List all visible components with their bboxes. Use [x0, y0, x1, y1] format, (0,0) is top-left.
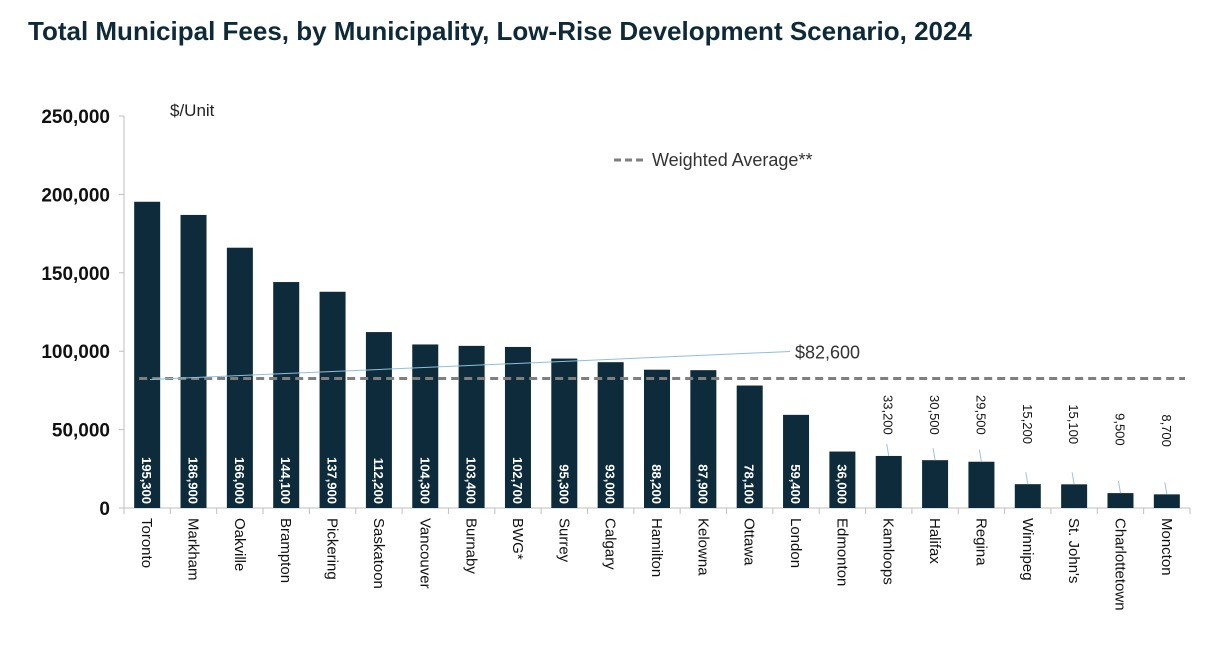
data-label-leader — [978, 449, 982, 462]
x-tick-label: Pickering — [324, 518, 341, 580]
data-label: 88,200 — [649, 464, 664, 504]
x-tick-label: Kelowna — [694, 518, 711, 576]
data-label: 30,500 — [927, 395, 942, 435]
bar-pickering — [319, 291, 346, 508]
data-label-leader — [1025, 472, 1029, 485]
data-label: 103,400 — [464, 457, 479, 504]
y-tick-label: 250,000 — [41, 107, 110, 128]
data-label: 186,900 — [186, 457, 201, 504]
bar-burnaby — [458, 345, 485, 508]
chart-title: Total Municipal Fees, by Municipality, L… — [28, 16, 972, 46]
data-label: 87,900 — [695, 464, 710, 504]
bar-vancouver — [412, 344, 439, 508]
bar-bwg- — [504, 346, 531, 508]
x-tick-label: Calgary — [602, 518, 619, 570]
bar-calgary — [597, 362, 624, 508]
data-label: 9,500 — [1112, 413, 1127, 446]
x-tick-label: BWG* — [509, 518, 526, 560]
x-tick-label: Toronto — [138, 518, 155, 568]
bar-toronto — [134, 201, 161, 509]
y-tick-label: 200,000 — [41, 185, 110, 206]
data-label: 95,300 — [556, 464, 571, 504]
x-tick-label: Surrey — [555, 518, 572, 563]
x-tick-label: Ottawa — [741, 518, 758, 566]
bar-moncton — [1153, 494, 1180, 508]
y-tick-label: 150,000 — [41, 264, 110, 285]
legend-label: Weighted Average** — [652, 150, 812, 170]
x-tick-label: Burnaby — [463, 518, 480, 574]
bar-st-john-s — [1061, 484, 1088, 508]
weighted-average-value-label: $82,600 — [795, 342, 860, 362]
bar-surrey — [551, 358, 578, 508]
x-tick-label: Winnipeg — [1019, 518, 1036, 581]
x-tick-label: London — [787, 518, 804, 568]
bar-london — [783, 414, 810, 508]
data-label: 144,100 — [278, 457, 293, 504]
x-tick-label: Saskatoon — [370, 518, 387, 589]
data-label: 112,200 — [371, 458, 386, 504]
data-label-leader — [1071, 472, 1075, 485]
x-tick-label: Halifax — [926, 518, 943, 564]
data-label-leader — [932, 448, 936, 461]
x-tick-label: Hamilton — [648, 518, 665, 577]
data-label: 102,700 — [510, 457, 525, 504]
data-label: 104,300 — [417, 457, 432, 504]
bar-ottawa — [736, 385, 763, 508]
data-label: 93,000 — [603, 464, 618, 504]
x-tick-label: Kamloops — [880, 518, 897, 585]
x-tick-label: Charlottetown — [1111, 518, 1128, 611]
x-tick-label: Moncton — [1158, 518, 1175, 576]
y-tick-label: 100,000 — [41, 342, 110, 363]
data-label: 78,100 — [742, 464, 757, 504]
legend: Weighted Average** — [614, 150, 812, 170]
bar-winnipeg — [1014, 484, 1041, 508]
y-tick-label: 0 — [99, 499, 110, 520]
data-label: 8,700 — [1159, 414, 1174, 447]
data-label: 195,300 — [139, 457, 154, 504]
x-tick-label: Markham — [185, 518, 202, 581]
bar-kamloops — [875, 455, 902, 508]
weighted-average-leader — [149, 350, 791, 380]
x-tick-label: Oakville — [231, 518, 248, 571]
bar-brampton — [273, 282, 300, 508]
data-label: 29,500 — [973, 395, 988, 435]
data-label: 36,000 — [834, 464, 849, 504]
data-label: 15,200 — [1020, 404, 1035, 444]
y-axis-unit-label: $/Unit — [170, 101, 215, 120]
bar-halifax — [922, 460, 949, 508]
data-label: 15,100 — [1066, 404, 1081, 444]
bar-markham — [180, 214, 207, 508]
bar-edmonton — [829, 451, 856, 508]
data-label-leader — [1164, 482, 1168, 495]
data-label-leader — [886, 443, 890, 457]
bar-kelowna — [690, 370, 717, 508]
x-tick-label: Edmonton — [833, 518, 850, 586]
data-label: 166,000 — [232, 457, 247, 504]
data-label: 59,400 — [788, 464, 803, 504]
x-tick-label: Brampton — [277, 518, 294, 583]
data-label-leader — [1117, 481, 1121, 494]
x-tick-label: St. John's — [1065, 518, 1082, 583]
bar-hamilton — [644, 369, 670, 508]
bar-saskatoon — [365, 332, 392, 508]
x-tick-label: Regina — [972, 518, 989, 566]
bar-charlottetown — [1107, 493, 1134, 508]
y-tick-label: 50,000 — [52, 421, 110, 442]
bar-regina — [968, 461, 995, 508]
data-label: 137,900 — [325, 457, 340, 504]
x-tick-label: Vancouver — [416, 518, 433, 589]
data-label: 33,200 — [881, 395, 896, 435]
